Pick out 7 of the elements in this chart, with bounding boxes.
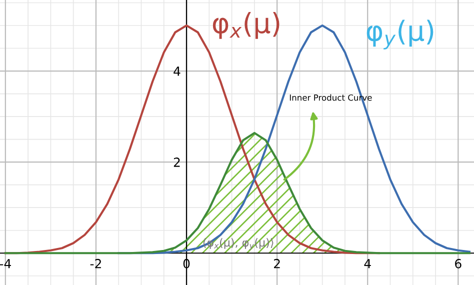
series-label: φ$_{x}$(μ) bbox=[212, 12, 280, 39]
x-tick-label: -2 bbox=[90, 258, 101, 268]
series-label: φ$_{y}$(μ) bbox=[366, 20, 434, 50]
x-tick-label: 4 bbox=[364, 259, 371, 268]
x-tick-label: 6 bbox=[455, 258, 462, 268]
x-tick-label: -4 bbox=[0, 259, 11, 268]
x-tick-label: 2 bbox=[274, 258, 280, 268]
